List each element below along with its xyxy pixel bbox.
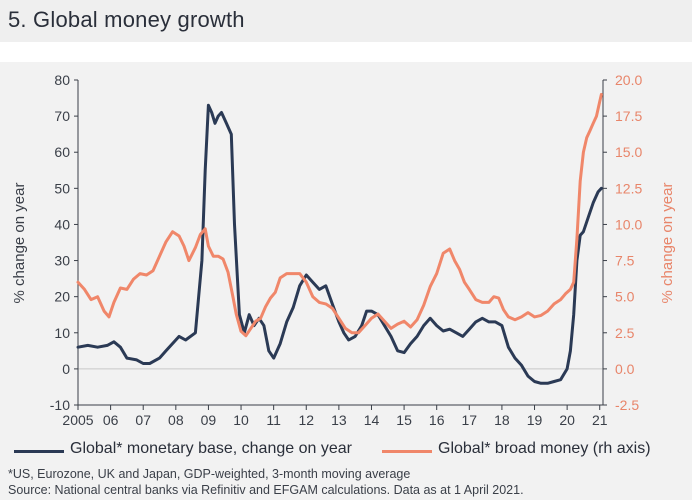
y-tick-label-left: 20 (54, 289, 70, 305)
legend: Global* monetary base, change on year Gl… (14, 440, 684, 462)
y-tick-label-left: -10 (50, 397, 70, 413)
spacer (0, 42, 692, 62)
y-tick-label-left: 80 (54, 72, 70, 88)
x-tick-label: 09 (201, 412, 217, 428)
x-tick-label: 21 (592, 412, 608, 428)
y-tick-label-left: 30 (54, 253, 70, 269)
x-tick-label: 12 (298, 412, 314, 428)
y-tick-label-left: 50 (54, 180, 70, 196)
line-layer (76, 92, 603, 385)
y-tick-label-right: 2.5 (615, 325, 635, 341)
legend-swatch-broad-money (382, 450, 432, 453)
x-tick-label: 19 (527, 412, 543, 428)
legend-swatch-monetary-base (14, 450, 64, 453)
x-tick-label: 10 (233, 412, 249, 428)
y-tick-label-left: 40 (54, 216, 70, 232)
y-tick-label-left: 60 (54, 144, 70, 160)
y-tick-label-right: 10.0 (615, 216, 642, 232)
x-tick-label: 16 (429, 412, 445, 428)
title-bar: 5. Global money growth (0, 0, 692, 42)
y-tick-label-right: 0.0 (615, 361, 635, 377)
y-tick-label-right: -2.5 (615, 397, 639, 413)
y-tick-label-right: 7.5 (615, 253, 635, 269)
y-tick-label-left: 10 (54, 325, 70, 341)
x-tick-label: 13 (331, 412, 347, 428)
x-tick-label: 17 (462, 412, 478, 428)
x-tick-label: 2005 (62, 412, 93, 428)
x-tick-label: 15 (396, 412, 412, 428)
legend-label-broad-money: Global* broad money (rh axis) (438, 440, 651, 457)
y-axis-title-right: % change on year (659, 183, 676, 304)
x-tick-label: 11 (266, 412, 281, 428)
y-tick-label-right: 20.0 (615, 72, 642, 88)
y-tick-label-right: 17.5 (615, 108, 642, 124)
footnote: *US, Eurozone, UK and Japan, GDP-weighte… (8, 467, 411, 481)
x-tick-label: 18 (494, 412, 510, 428)
y-tick-label-right: 5.0 (615, 289, 635, 305)
chart-title: 5. Global money growth (8, 7, 245, 32)
x-tick-label: 06 (103, 412, 119, 428)
y-tick-label-right: 12.5 (615, 180, 642, 196)
y-tick-label-left: 0 (62, 361, 70, 377)
x-tick-label: 20 (559, 412, 575, 428)
y-tick-label-left: 70 (54, 108, 70, 124)
source-note: Source: National central banks via Refin… (8, 483, 524, 497)
x-tick-label: 08 (168, 412, 184, 428)
y-tick-label-right: 15.0 (615, 144, 642, 160)
series-line-monetary-base (76, 103, 603, 385)
series-line-broad-money (76, 92, 603, 338)
x-tick-label: 14 (364, 412, 380, 428)
axis-layer: 80 70 60 50 40 30 20 10 0 -10 20.0 17.5 15.0 12.5 10.0… (50, 72, 643, 428)
x-tick-label: 07 (135, 412, 151, 428)
legend-label-monetary-base: Global* monetary base, change on year (70, 440, 352, 457)
y-axis-title-left: % change on year (11, 183, 28, 304)
